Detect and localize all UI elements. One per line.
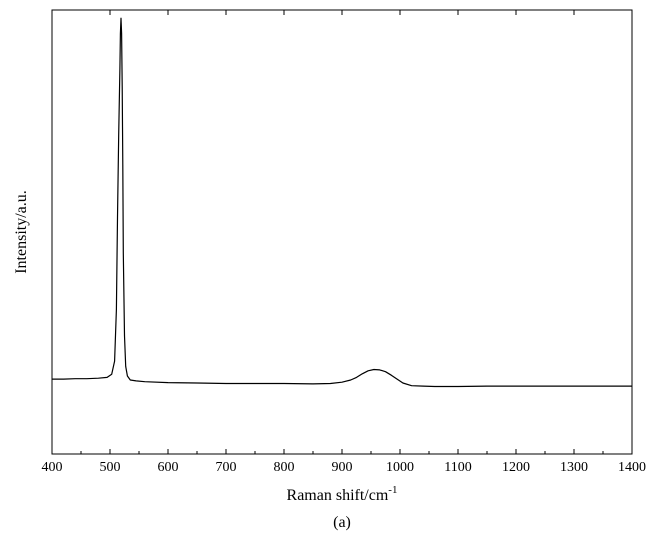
x-axis-ticks: 400 500 600 700 800 900 1000 1100 1200 1300 1400: [42, 10, 646, 475]
x-tick-label: 900: [332, 460, 353, 475]
y-axis-label: Intensity/a.u.: [13, 190, 30, 274]
x-tick-label: 700: [216, 460, 237, 475]
x-tick-label: 600: [158, 460, 179, 475]
x-tick-label: 500: [100, 460, 121, 475]
x-tick-label: 1000: [386, 460, 414, 475]
plot-frame: [51, 9, 633, 455]
spectrum-series: [52, 17, 632, 388]
x-tick-label: 800: [274, 460, 295, 475]
x-tick-label: 400: [42, 460, 63, 475]
x-axis-label-text: Raman shift/cm: [287, 487, 389, 504]
x-tick-label: 1400: [618, 460, 646, 475]
x-tick-label: 1100: [444, 460, 471, 475]
plot-frame-border: [51, 9, 633, 455]
figure-caption: (a): [333, 514, 351, 531]
x-tick-label: 1300: [560, 460, 588, 475]
spectrum-line: [52, 17, 632, 388]
x-axis-label-exponent: -1: [388, 484, 397, 496]
x-tick-label: 1200: [502, 460, 530, 475]
x-axis-label: Raman shift/cm-1: [287, 484, 398, 504]
